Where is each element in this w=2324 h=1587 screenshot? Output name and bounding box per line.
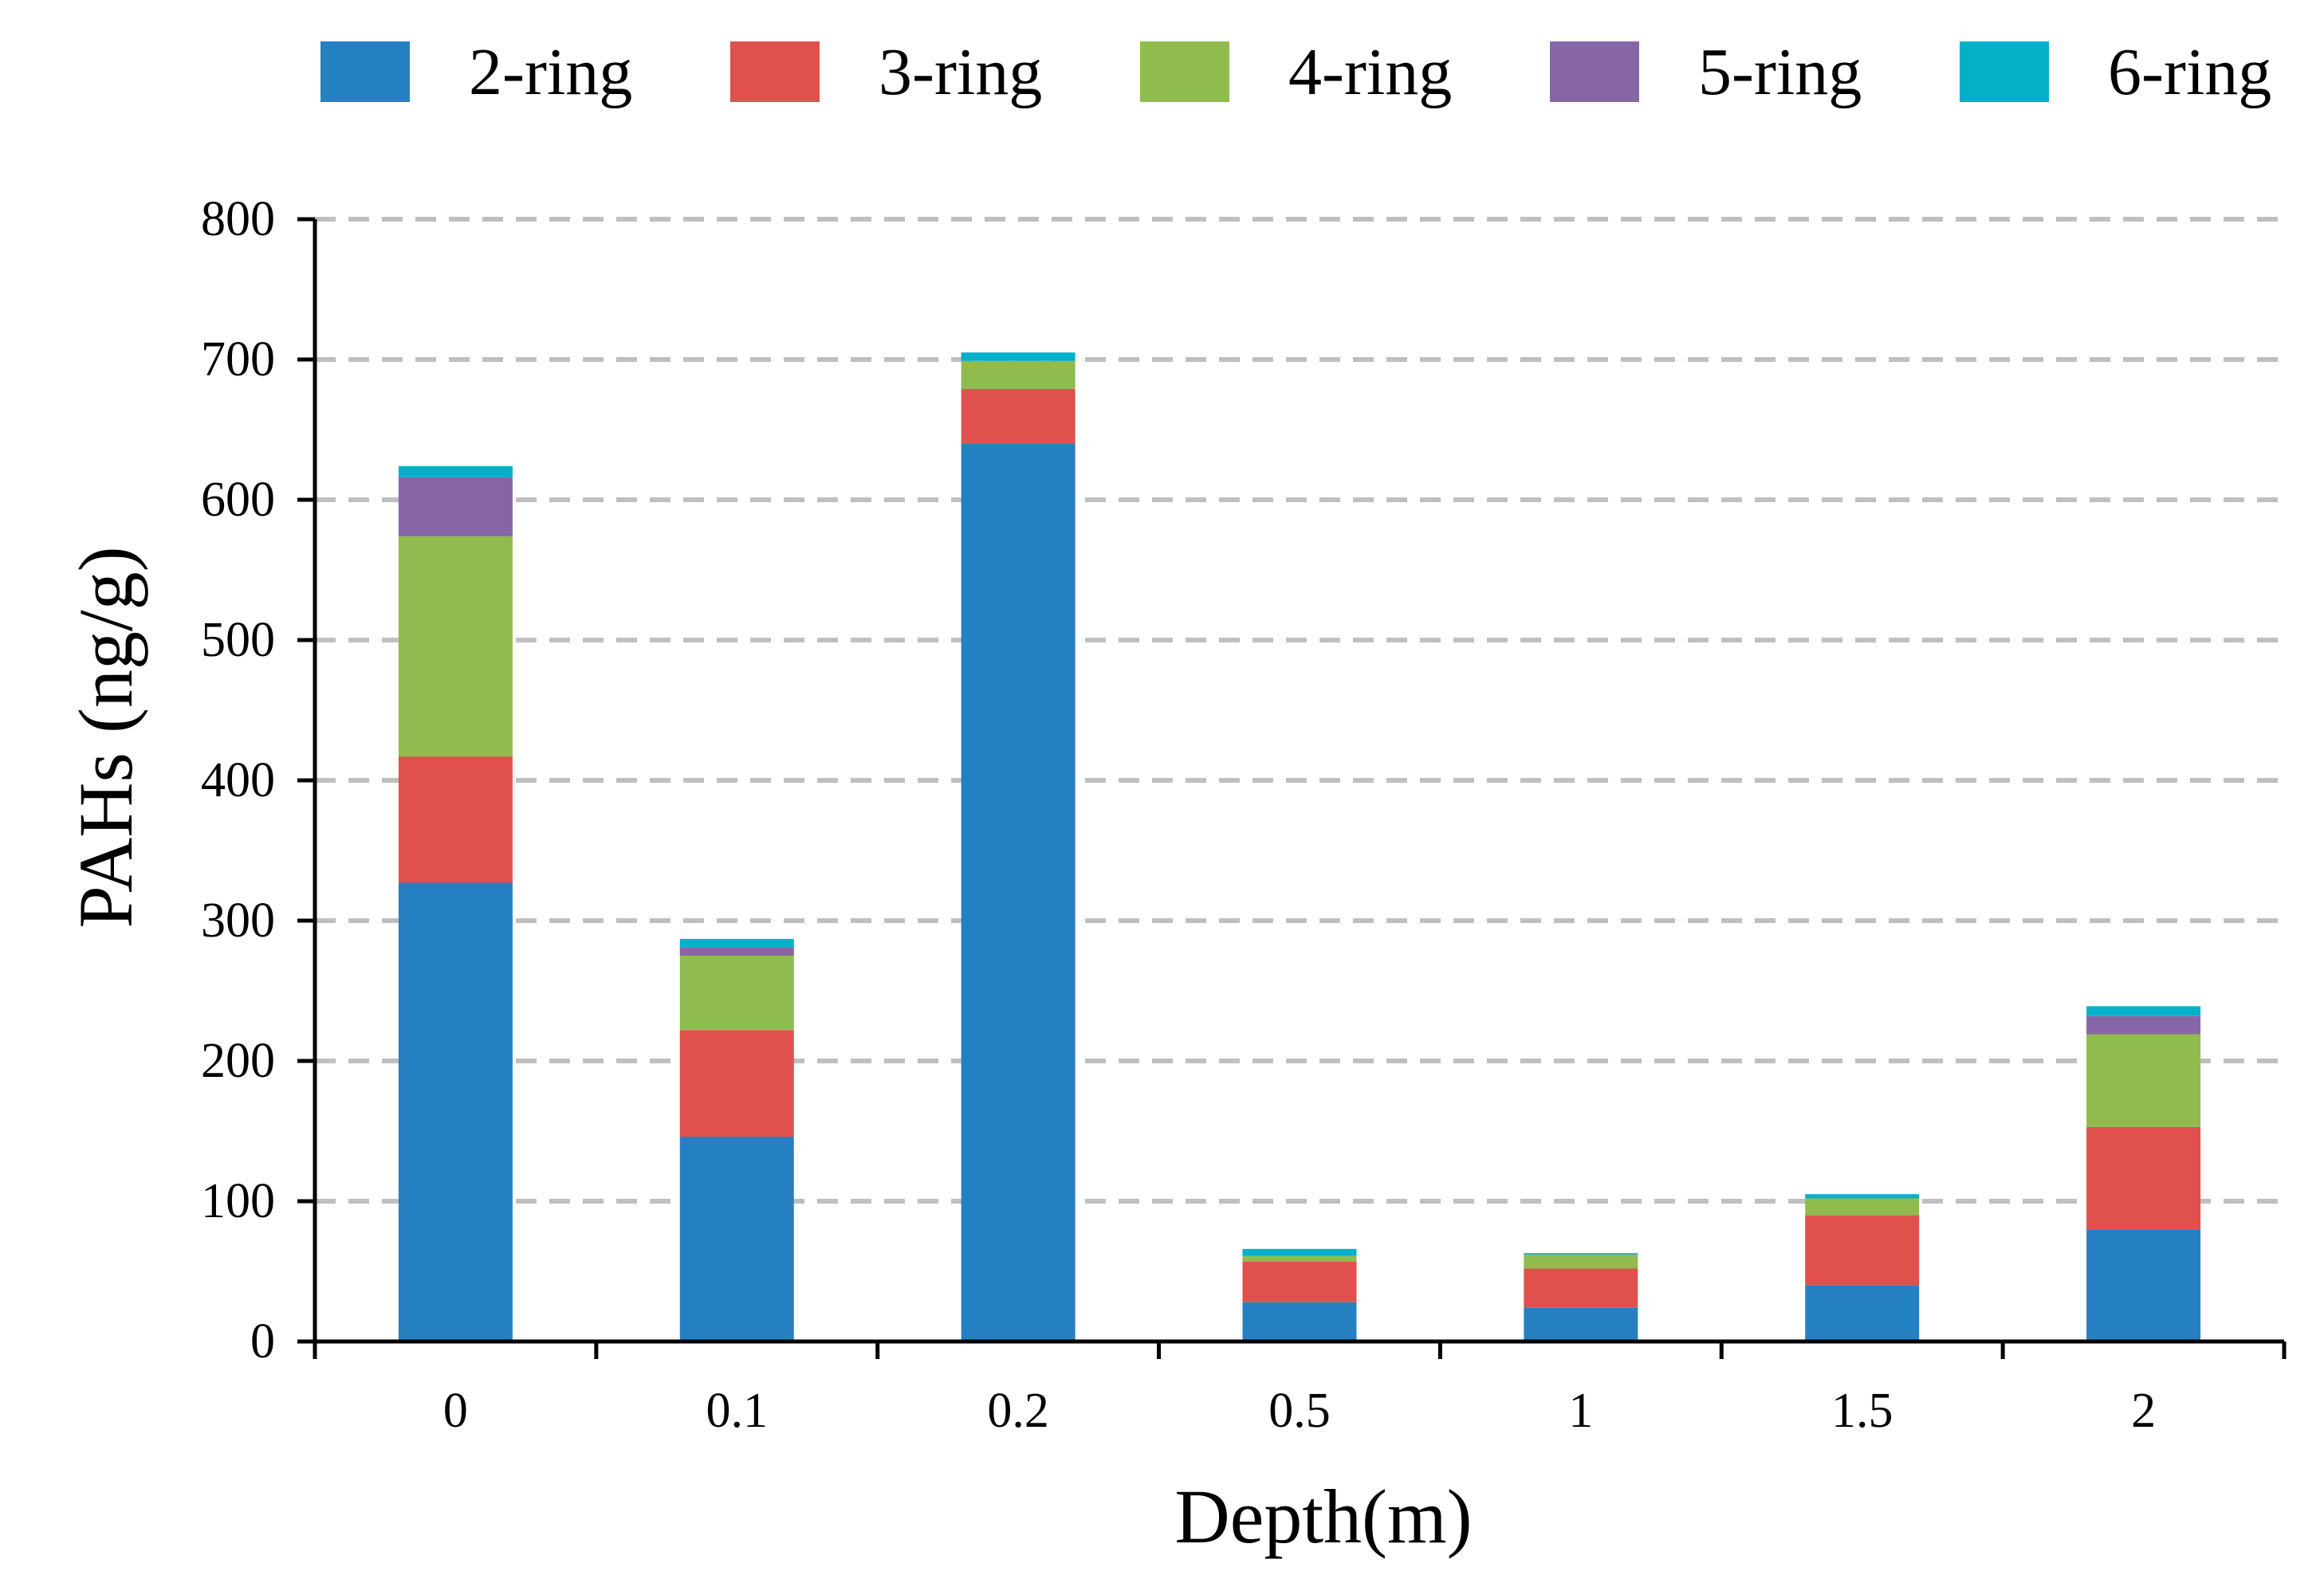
bar-segment-4-ring-0.1 — [679, 956, 794, 1031]
legend-label-4-ring: 4-ring — [1288, 35, 1452, 109]
y-tick-label: 300 — [201, 894, 275, 948]
gridlines — [315, 217, 2284, 1204]
bar-segment-4-ring-2 — [2086, 1034, 2201, 1127]
y-tick-label: 800 — [201, 192, 275, 246]
bar-segment-3-ring-1.5 — [1805, 1215, 1920, 1286]
legend-label-5-ring: 5-ring — [1698, 35, 1862, 109]
y-tick-label: 500 — [201, 613, 275, 667]
bar-segment-6-ring-1.5 — [1805, 1194, 1920, 1199]
bar-segment-6-ring-0.5 — [1242, 1248, 1357, 1256]
bars — [398, 352, 2201, 1341]
bar-segment-3-ring-0 — [398, 756, 513, 883]
bar-segment-6-ring-0 — [398, 465, 513, 477]
bar-segment-2-ring-2 — [2086, 1229, 2201, 1341]
bar-segment-5-ring-0.1 — [679, 947, 794, 956]
x-tick-label: 0 — [443, 1384, 468, 1438]
x-tick-label: 1 — [1568, 1384, 1593, 1438]
legend: 2-ring 3-ring 4-ring 5-ring 6-ring — [320, 35, 2271, 109]
bar-segment-5-ring-0 — [398, 477, 513, 536]
bar-segment-2-ring-0.2 — [961, 443, 1075, 1341]
bar-segment-2-ring-1 — [1524, 1307, 1638, 1341]
bar-segment-2-ring-1.5 — [1805, 1285, 1920, 1341]
bar-segment-3-ring-1 — [1524, 1268, 1638, 1308]
x-tick-label: 0.1 — [706, 1384, 769, 1438]
bar-segment-6-ring-0.1 — [679, 938, 794, 948]
y-tick-label: 400 — [201, 753, 275, 807]
bar-segment-4-ring-0.5 — [1242, 1255, 1357, 1262]
bar-segment-6-ring-1 — [1524, 1253, 1638, 1255]
y-tick-label: 0 — [250, 1314, 275, 1369]
x-tick-label: 2 — [2131, 1384, 2156, 1438]
bar-segment-4-ring-0 — [398, 536, 513, 757]
legend-label-3-ring: 3-ring — [879, 35, 1042, 109]
bar-segment-2-ring-0 — [398, 882, 513, 1341]
legend-swatch-6-ring — [1960, 41, 2049, 102]
y-tick-label: 100 — [201, 1174, 275, 1228]
x-tick-label: 0.5 — [1268, 1384, 1331, 1438]
x-tick-labels: 0 0.1 0.2 0.5 1 1.5 2 — [443, 1384, 2156, 1438]
bar-segment-3-ring-0.1 — [679, 1030, 794, 1137]
legend-swatch-2-ring — [320, 41, 410, 102]
y-axis-title: PAHs (ng/g) — [63, 546, 148, 928]
y-tick-label: 200 — [201, 1034, 275, 1088]
bar-segment-4-ring-1.5 — [1805, 1198, 1920, 1216]
x-tick-label: 0.2 — [987, 1384, 1049, 1438]
bar-segment-3-ring-0.2 — [961, 388, 1075, 444]
bar-segment-6-ring-0.2 — [961, 352, 1075, 361]
bar-segment-6-ring-2 — [2086, 1006, 2201, 1016]
x-tick-label: 1.5 — [1831, 1384, 1893, 1438]
y-tick-labels: 0 100 200 300 400 500 600 700 800 — [201, 192, 275, 1369]
bar-segment-2-ring-0.1 — [679, 1137, 794, 1341]
bar-segment-3-ring-0.5 — [1242, 1261, 1357, 1302]
bar-segment-3-ring-2 — [2086, 1126, 2201, 1230]
bar-segment-4-ring-0.2 — [961, 360, 1075, 389]
bar-segment-5-ring-2 — [2086, 1015, 2201, 1035]
axes — [297, 217, 2287, 1359]
bar-segment-2-ring-0.5 — [1242, 1302, 1357, 1341]
legend-swatch-4-ring — [1140, 41, 1229, 102]
legend-swatch-5-ring — [1550, 41, 1639, 102]
bar-segment-4-ring-1 — [1524, 1254, 1638, 1269]
y-tick-label: 600 — [201, 473, 275, 527]
x-axis-title: Depth(m) — [1174, 1474, 1472, 1559]
y-tick-label: 700 — [201, 332, 275, 387]
legend-swatch-3-ring — [730, 41, 820, 102]
legend-label-2-ring: 2-ring — [469, 35, 632, 109]
legend-label-6-ring: 6-ring — [2108, 35, 2271, 109]
